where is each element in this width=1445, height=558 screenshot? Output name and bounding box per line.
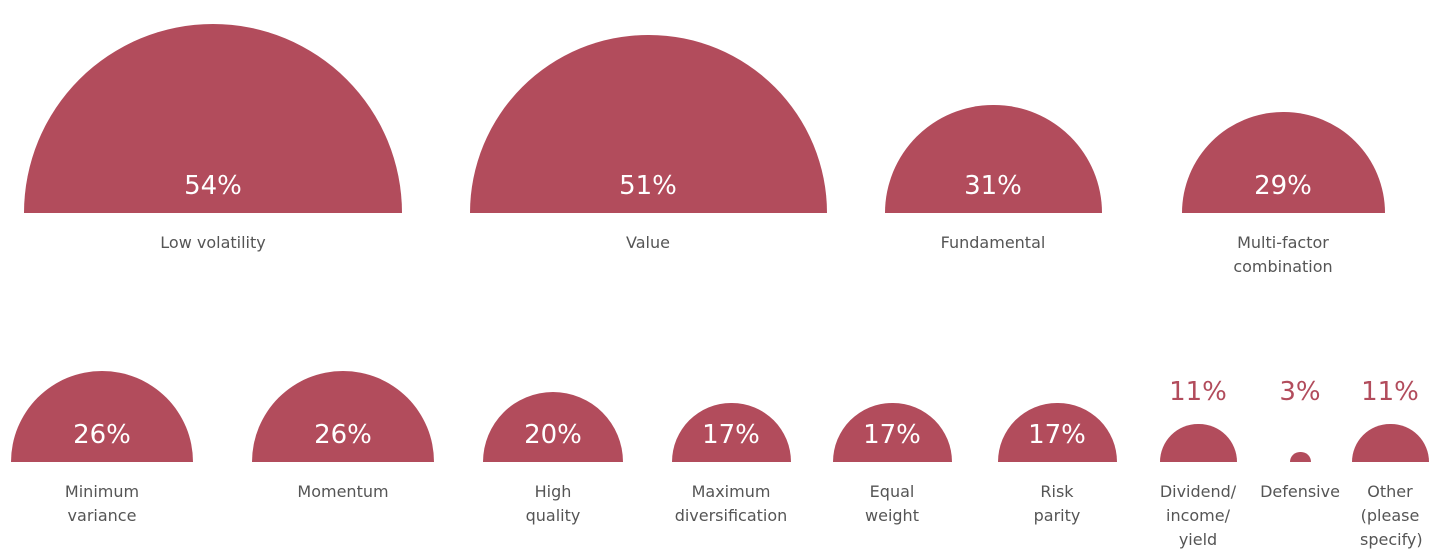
- category-label: Maximum diversification: [674, 482, 788, 525]
- category-label: Dividend/ income/ yield: [1159, 482, 1237, 549]
- value-label: 31%: [964, 171, 1022, 201]
- category-label: Momentum: [297, 482, 389, 501]
- category-label: Risk parity: [1033, 482, 1081, 525]
- value-label: 17%: [1028, 420, 1086, 450]
- value-label: 3%: [1279, 377, 1321, 407]
- value-label: 17%: [702, 420, 760, 450]
- category-label: Fundamental: [940, 233, 1046, 252]
- category-label: Equal weight: [865, 482, 919, 525]
- half-circle: [1351, 423, 1429, 462]
- value-label: 11%: [1169, 377, 1227, 407]
- value-label: 29%: [1254, 171, 1312, 201]
- value-label: 20%: [524, 420, 582, 450]
- category-label: High quality: [525, 482, 581, 525]
- category-label: Other (please specify): [1360, 482, 1423, 549]
- value-label: 17%: [863, 420, 921, 450]
- value-label: 54%: [184, 171, 242, 201]
- half-circle: [1289, 451, 1311, 462]
- category-label: Defensive: [1260, 482, 1340, 501]
- half-circle: [1159, 423, 1237, 462]
- value-label: 26%: [73, 420, 131, 450]
- category-label: Low volatility: [160, 233, 266, 252]
- category-label: Multi-factor combination: [1233, 233, 1333, 276]
- value-label: 26%: [314, 420, 372, 450]
- category-label: Value: [626, 233, 670, 252]
- value-label: 51%: [619, 171, 677, 201]
- value-label: 11%: [1361, 377, 1419, 407]
- category-label: Minimum variance: [64, 482, 140, 525]
